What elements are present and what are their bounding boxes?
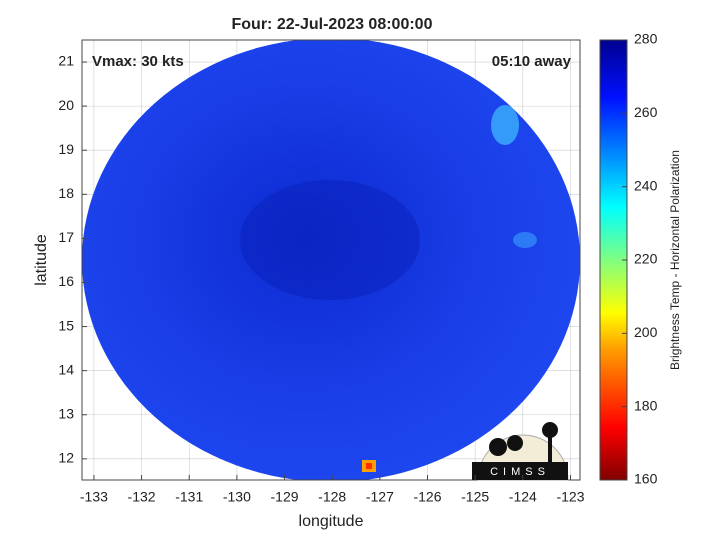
colorbar-tick-label: 280 xyxy=(634,31,658,47)
colorbar-tick-label: 240 xyxy=(634,177,658,193)
y-tick-label: 15 xyxy=(58,317,74,333)
y-tick-label: 21 xyxy=(58,53,74,69)
y-tick-label: 12 xyxy=(58,450,74,466)
imagery xyxy=(82,40,580,480)
x-tick-label: -130 xyxy=(223,489,251,505)
x-tick-label: -126 xyxy=(413,489,441,505)
x-tick-label: -132 xyxy=(128,489,156,505)
colorbar-tick-label: 160 xyxy=(634,471,658,487)
logo: CIMSS xyxy=(472,422,569,481)
swath-feature xyxy=(513,232,537,248)
y-tick-label: 13 xyxy=(58,405,74,421)
x-tick-label: -133 xyxy=(80,489,108,505)
x-tick-label: -128 xyxy=(318,489,346,505)
annotation: 05:10 away xyxy=(492,53,572,70)
chart-title: Four: 22-Jul-2023 08:00:00 xyxy=(232,16,433,33)
x-tick-label: -124 xyxy=(509,489,537,505)
swath-feature xyxy=(240,180,420,300)
plot-frame xyxy=(81,39,581,481)
x-tick-label: -127 xyxy=(366,489,394,505)
x-axis-label: longitude xyxy=(299,513,364,530)
swath-feature xyxy=(491,105,519,145)
colorbar-tick-label: 180 xyxy=(634,397,658,413)
y-tick-label: 20 xyxy=(58,97,74,113)
y-axis-label: latitude xyxy=(33,234,50,286)
y-tick-label: 17 xyxy=(58,229,74,245)
colorbar-tick-label: 200 xyxy=(634,324,658,340)
x-tick-label: -129 xyxy=(271,489,299,505)
annotation: Vmax: 30 kts xyxy=(92,53,184,70)
swath-feature xyxy=(366,463,372,469)
y-tick-label: 19 xyxy=(58,141,74,157)
y-tick-label: 16 xyxy=(58,273,74,289)
y-tick-label: 14 xyxy=(58,361,74,377)
colorbar-label: Brightness Temp - Horizontal Polarizatio… xyxy=(668,150,682,370)
logo-text: CIMSS xyxy=(490,466,550,478)
y-tick-label: 18 xyxy=(58,185,74,201)
x-tick-label: -125 xyxy=(461,489,489,505)
x-tick-label: -123 xyxy=(556,489,584,505)
colorbar-tick-label: 220 xyxy=(634,251,658,267)
colorbar-tick-label: 260 xyxy=(634,104,658,120)
x-tick-label: -131 xyxy=(175,489,203,505)
